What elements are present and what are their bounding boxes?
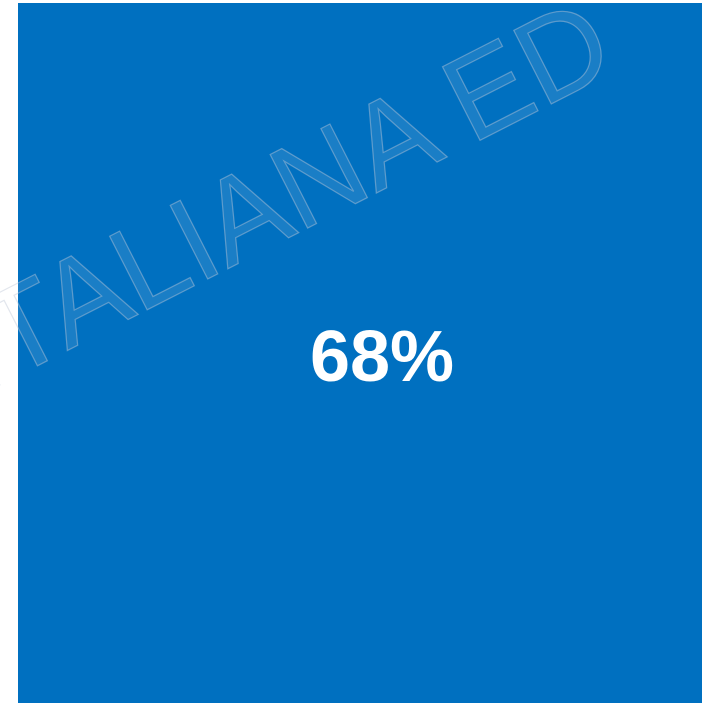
blue-panel [18, 3, 702, 703]
value-label: 68% [310, 317, 454, 397]
